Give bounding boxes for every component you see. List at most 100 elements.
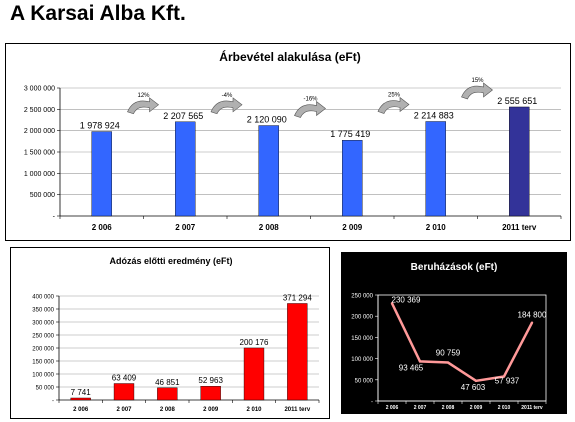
- x-tick-label: 2 006: [73, 407, 89, 413]
- data-point: [530, 321, 534, 324]
- bar: [425, 121, 446, 217]
- data-point: [418, 360, 422, 363]
- investments-chart: Beruházások (eFt) - 50 000 100 000 150 000 20…: [351, 262, 547, 411]
- change-label: 25%: [388, 92, 401, 98]
- change-label: 15%: [471, 78, 484, 84]
- x-tick-label: 2011 terv: [521, 405, 543, 411]
- y-tick-label: -: [53, 214, 56, 221]
- y-tick-label: 2 500 000: [24, 107, 55, 114]
- arrow-shape: [377, 96, 410, 114]
- x-tick-label: 2 008: [259, 223, 280, 232]
- chart-title: Árbevétel alakulása (eFt): [219, 49, 360, 64]
- y-tick-label: 2 000 000: [24, 128, 55, 135]
- y-tick-label: 300 000: [32, 321, 54, 327]
- x-tick-label: 2011 terv: [502, 223, 537, 232]
- x-tick-label: 2011 terv: [284, 407, 310, 413]
- change-arrow: [294, 100, 326, 118]
- bar: [157, 387, 178, 401]
- y-tick-label: 400 000: [32, 295, 54, 301]
- change-arrow: [127, 97, 159, 115]
- y-tick-label: 3 000 000: [24, 86, 55, 93]
- data-label: 371 294: [283, 293, 312, 302]
- x-tick-label: 2 007: [175, 223, 196, 232]
- page-title: A Karsai Alba Kft.: [10, 2, 186, 25]
- data-label: 200 176: [240, 338, 269, 347]
- arrow-shape: [294, 100, 326, 118]
- y-tick-label: 350 000: [32, 308, 54, 314]
- arrow-shape: [210, 97, 243, 115]
- pretax-profit-chart-panel: Adózás előtti eredmény (eFt) - 50 000 100 0…: [10, 247, 330, 419]
- data-label: 93 465: [399, 363, 424, 372]
- y-tick-label: 250 000: [351, 294, 373, 300]
- investments-chart-panel: Beruházások (eFt) - 50 000 100 000 150 000 20…: [341, 252, 567, 414]
- data-label: 2 214 883: [414, 110, 454, 120]
- change-label: 12%: [137, 93, 150, 99]
- x-tick-label: 2 010: [426, 223, 447, 232]
- data-point: [474, 379, 478, 383]
- chart-title: Adózás előtti eredmény (eFt): [109, 256, 232, 266]
- pretax-profit-chart: Adózás előtti eredmény (eFt) - 50 000 100 0…: [32, 256, 320, 413]
- x-tick-label: 2 009: [470, 405, 483, 411]
- bar: [509, 106, 530, 217]
- data-label: 52 963: [198, 376, 223, 385]
- y-tick-label: 100 000: [32, 373, 54, 379]
- change-arrow: [377, 96, 410, 114]
- data-label: 63 409: [112, 374, 137, 383]
- data-label: 57 937: [495, 376, 520, 385]
- bar: [258, 125, 279, 217]
- y-tick-label: 200 000: [32, 347, 54, 353]
- y-tick-label: -: [371, 400, 373, 406]
- x-tick-label: 2 008: [160, 407, 176, 413]
- series-line: [390, 302, 534, 383]
- y-tick-label: 250 000: [32, 334, 54, 340]
- x-tick-label: 2 006: [92, 223, 113, 232]
- change-label: -16%: [303, 97, 318, 103]
- data-label: 1 775 419: [330, 129, 370, 139]
- bar: [70, 397, 91, 401]
- data-label: 90 759: [436, 349, 461, 358]
- data-label: 2 120 090: [247, 115, 287, 125]
- x-tick-label: 2 009: [342, 223, 363, 232]
- y-tick-label: 200 000: [351, 315, 373, 321]
- data-label: 46 851: [155, 378, 180, 387]
- revenue-chart-panel: Árbevétel alakulása (eFt) - 500 000 1 000 0…: [5, 43, 571, 241]
- y-tick-label: 50 000: [36, 386, 55, 392]
- data-label: 2 555 651: [497, 96, 537, 106]
- x-tick-label: 2 010: [498, 405, 511, 411]
- data-point: [502, 375, 506, 378]
- bar: [91, 131, 112, 217]
- data-label: 7 741: [71, 388, 92, 397]
- y-tick-label: 500 000: [30, 192, 55, 199]
- data-point: [446, 361, 450, 364]
- x-tick-label: 2 009: [203, 407, 219, 413]
- x-tick-label: 2 008: [442, 405, 455, 411]
- data-label: 230 369: [392, 295, 421, 304]
- y-tick-label: 1 500 000: [24, 150, 55, 157]
- data-label: 1 978 924: [80, 121, 120, 131]
- bar: [287, 303, 308, 401]
- data-label: 184 800: [518, 311, 547, 320]
- change-arrow: [210, 97, 243, 115]
- x-tick-label: 2 007: [116, 407, 132, 413]
- y-tick-label: 100 000: [351, 357, 373, 363]
- revenue-chart: Árbevétel alakulása (eFt) - 500 000 1 000 0…: [24, 49, 562, 232]
- x-tick-label: 2 010: [246, 407, 262, 413]
- data-label: 2 207 565: [163, 111, 203, 121]
- change-arrow: [461, 82, 493, 100]
- bar: [113, 383, 135, 401]
- x-tick-label: 2 006: [386, 405, 399, 411]
- change-label: -4%: [222, 93, 233, 99]
- arrow-shape: [127, 97, 159, 115]
- bar: [243, 347, 265, 401]
- data-label: 47 603: [461, 383, 486, 392]
- chart-title: Beruházások (eFt): [411, 262, 498, 273]
- bar: [175, 121, 196, 217]
- arrow-shape: [461, 82, 493, 100]
- bar: [200, 386, 221, 401]
- bar: [342, 140, 363, 217]
- y-tick-label: -: [52, 399, 54, 405]
- y-tick-label: 150 000: [32, 360, 54, 366]
- y-tick-label: 50 000: [355, 378, 374, 384]
- y-tick-label: 150 000: [351, 336, 373, 342]
- y-tick-label: 1 000 000: [24, 171, 55, 178]
